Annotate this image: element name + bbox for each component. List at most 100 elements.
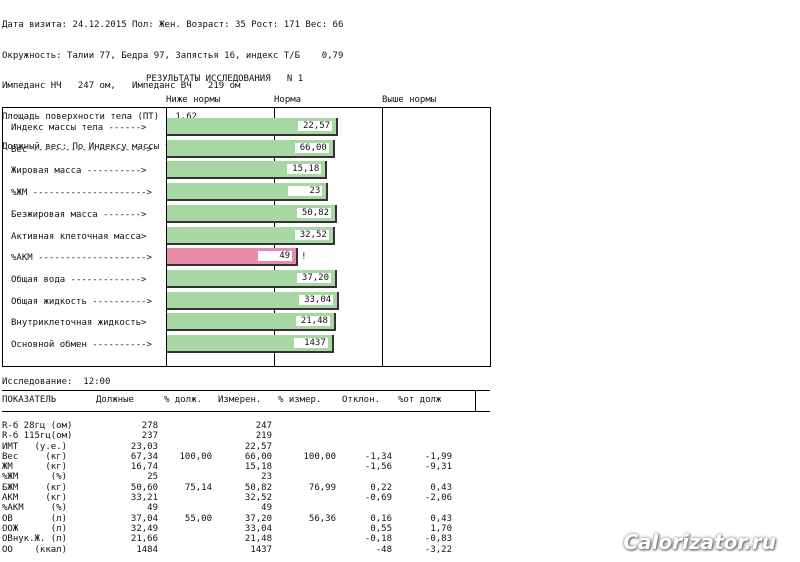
table-cell: 0,22 (370, 482, 392, 493)
table-cell: R-б 115гц(ом) (2, 431, 73, 442)
table-row: ООЖ (л) 32,49 33,04 0,55 1,70 (2, 524, 458, 534)
table-cell: 100,00 (179, 451, 212, 462)
chart-bar (167, 161, 328, 180)
table-top-rule (2, 390, 490, 391)
chart-bar-value: 23 (288, 186, 323, 197)
chart-row-label: Индекс массы тела ------> (11, 123, 147, 133)
table-cell: 0,43 (430, 482, 452, 493)
table-cell: -9,31 (424, 462, 452, 473)
table-cell (164, 493, 218, 503)
chart-bar (167, 204, 337, 223)
chart-row: Вес ---------------------> 66,00 (3, 139, 492, 158)
header-line: Импеданс НЧ 247 ом, Импеданс ВЧ 219 ом (2, 81, 241, 91)
table-row: %ЖМ (%) 25 23 (2, 472, 458, 482)
table-cell: 23,03 (130, 441, 158, 452)
header-line: Дата визита: 24.12.2015 Пол: Жен. Возрас… (2, 20, 344, 30)
chart-row-label: %АКМ --------------------> (11, 253, 152, 264)
table-cell (164, 534, 218, 544)
column-norm: Норма (274, 95, 302, 105)
table-row: БЖМ (кг) 50,60 75,14 50,82 76,99 0,22 0,43 (2, 483, 458, 493)
table-cell: 50,60 (130, 482, 158, 493)
table-cell (164, 462, 218, 472)
table-cell: 1484 (136, 544, 158, 555)
table-cell: -0,18 (364, 534, 392, 545)
table-cell (278, 534, 342, 544)
table-cell (278, 462, 342, 472)
table-cell (164, 431, 218, 441)
chart-row-label: Вес ---------------------> (11, 144, 152, 155)
table-cell: -1,56 (364, 462, 392, 473)
table-cell: ИМТ (у.е.) (2, 441, 68, 452)
table-cell: -2,06 (424, 493, 452, 504)
column-above-norm: Выше нормы (382, 95, 437, 105)
col-header: Должные (96, 395, 134, 405)
chart-row-label: Основной обмен ----------> (11, 340, 152, 350)
header-line: Площадь поверхности тела (ПТ) 1,62 (2, 111, 198, 122)
table-cell: 100,00 (303, 451, 336, 462)
table-cell: ЖМ (кг) (2, 462, 68, 473)
col-header: ПОКАЗАТЕЛЬ (2, 395, 57, 405)
study-time: Исследование: 12:00 (2, 377, 111, 387)
table-cell (398, 503, 458, 513)
table-cell (164, 472, 218, 482)
col-header: Отклон. (342, 395, 380, 405)
table-cell: 16,74 (130, 462, 158, 473)
chart-row: Жировая масса ----------> 15,18 (3, 161, 492, 180)
chart-row: Общая жидкость ----------> 33,04 (3, 291, 492, 310)
col-header: %от долж (398, 395, 442, 405)
table-cell: 247 (255, 421, 272, 431)
col-header: % измер. (278, 395, 322, 405)
divider-below (166, 108, 167, 366)
table-cell (342, 421, 398, 431)
results-title: РЕЗУЛЬТАТЫ ИССЛЕДОВАНИЯ N 1 (146, 74, 304, 84)
table-cell (342, 503, 398, 513)
table-cell: 33,04 (244, 523, 272, 534)
chart-bar-value: 32,52 (294, 229, 329, 240)
chart-bar-value: 49 (258, 251, 293, 262)
table-cell: ОВнук.Ж. (л) (2, 534, 68, 545)
table-edge (475, 390, 476, 412)
table-cell (398, 442, 458, 452)
chart-row-label: %ЖМ ---------------------> (11, 188, 152, 199)
table-cell: 1437 (250, 544, 272, 555)
table-cell (278, 431, 342, 441)
table-cell: ОВ (л) (2, 513, 68, 524)
table-cell: 66,00 (244, 451, 272, 462)
chart-row: Основной обмен ----------> 1437 (3, 335, 492, 353)
chart-bar (167, 183, 329, 202)
table-cell: 37,04 (130, 513, 158, 524)
table-cell (278, 421, 342, 431)
table-cell: 50,82 (244, 482, 272, 493)
chart-row: %АКМ --------------------> 49! (3, 248, 492, 267)
table-row: ОВнук.Ж. (л) 21,66 21,48 -0,18 -0,83 (2, 534, 458, 544)
divider-above (382, 108, 383, 366)
chart-bar (167, 118, 339, 136)
table-cell: 22,57 (244, 441, 272, 452)
table-cell: 21,66 (130, 534, 158, 545)
results-table: ПОКАЗАТЕЛЬ Должные % долж. Измерен. % из… (2, 395, 458, 555)
table-row: R-б 28гц (ом) 278 247 (2, 421, 458, 431)
table-row: ОВ (л) 37,04 55,00 37,20 56,36 0,16 0,43 (2, 514, 458, 524)
chart-bar-value: 22,57 (298, 121, 333, 131)
chart-bar-value: 50,82 (297, 207, 331, 218)
table-row: R-б 115гц(ом) 237 219 (2, 431, 458, 441)
table-cell: 49 (147, 503, 158, 514)
table-cell (278, 493, 342, 503)
chart-row-label: Внутриклеточная жидкость> (11, 318, 147, 329)
table-cell (398, 421, 458, 431)
col-header: Измерен. (218, 395, 262, 405)
table-cell: 237 (141, 431, 158, 442)
chart-row-label: Безжировая масса -------> (11, 209, 147, 220)
table-cell: 278 (141, 421, 158, 431)
table-cell: 15,18 (244, 462, 272, 473)
results-chart: Индекс массы тела ------> 22,57 Вес ------… (2, 107, 491, 367)
table-cell (164, 421, 218, 431)
table-header-rule (2, 411, 490, 412)
chart-row-flag: ! (301, 252, 307, 263)
table-cell (398, 431, 458, 441)
chart-bar-value: 33,04 (299, 294, 334, 305)
table-cell: 32,49 (130, 523, 158, 534)
table-row: Вес (кг) 67,34 100,00 66,00 100,00 -1,34 -1,99 (2, 452, 458, 462)
table-row: ИМТ (у.е.) 23,03 22,57 (2, 442, 458, 452)
table-cell: 76,99 (308, 482, 336, 493)
